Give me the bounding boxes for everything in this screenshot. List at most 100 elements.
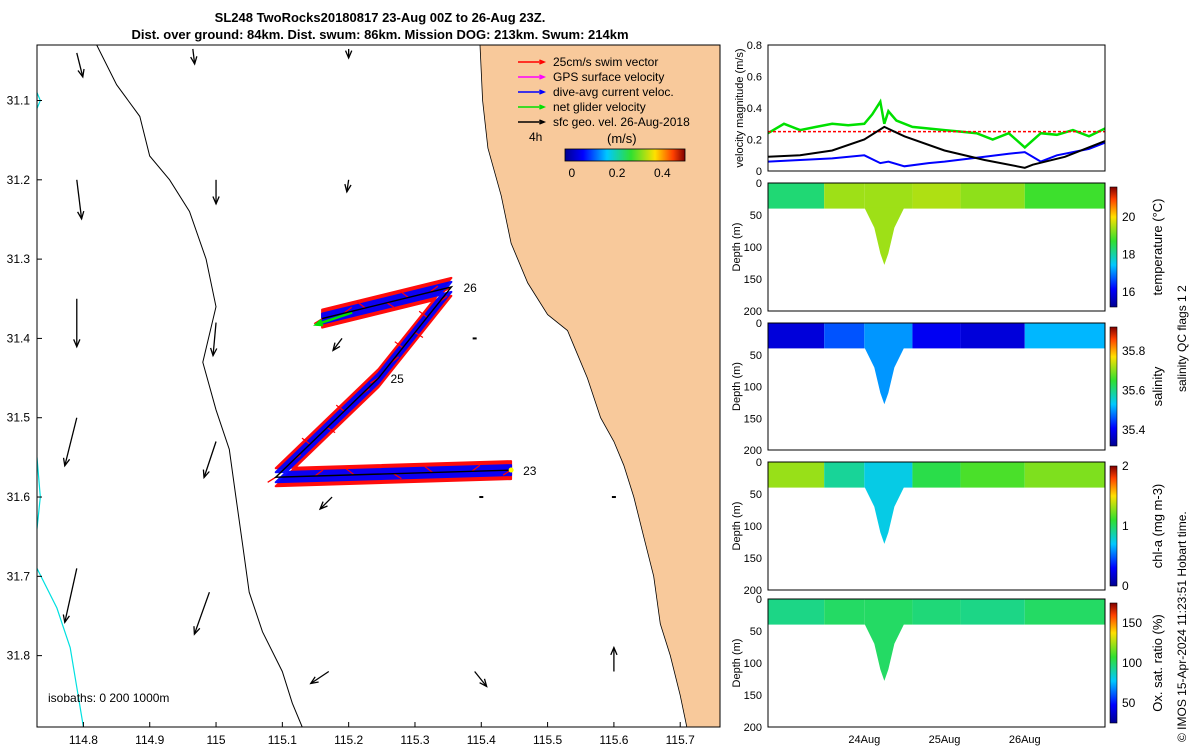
geo-vector	[76, 179, 83, 219]
section-cell	[1024, 323, 1105, 349]
geo-vector	[193, 591, 211, 635]
geo-vector-head	[344, 183, 352, 194]
velocity-ylabel: velocity magnitude (m/s)	[734, 48, 746, 167]
geo-vector-head	[202, 469, 210, 480]
geo-vector	[310, 670, 330, 685]
geo-vector-head	[193, 626, 201, 636]
colorbar-tick-label: 0	[1122, 579, 1129, 593]
geo-vector-head	[212, 196, 220, 206]
section-cell	[824, 183, 865, 209]
velocity-frame	[767, 44, 1106, 172]
y-tick-label: 31.1	[7, 94, 31, 108]
swim-vector	[399, 290, 409, 298]
velocity-series	[768, 141, 1105, 168]
colorbar-tick-label: 0	[568, 166, 575, 180]
legend-label: dive-avg current veloc.	[553, 85, 674, 99]
date-tick-label: 26Aug	[1009, 734, 1041, 746]
section-cell	[768, 462, 825, 488]
depth-tick-label: 0	[756, 318, 762, 330]
swim-vector	[335, 404, 345, 412]
colorbar-tick-label: 35.4	[1122, 423, 1146, 437]
colorbar-tick-label: 20	[1122, 210, 1136, 224]
geo-vector-head	[209, 347, 218, 358]
x-tick-label: 115.2	[334, 733, 363, 747]
colorbar-tick-label: 16	[1122, 285, 1136, 299]
depth-tick-label: 0	[756, 178, 762, 190]
geo-vector	[64, 417, 78, 466]
y-tick-label: 31.3	[7, 252, 31, 266]
arrow-label: 4h	[529, 130, 542, 144]
section-cell	[960, 183, 1025, 209]
section-cell	[824, 599, 865, 625]
x-tick-label: 114.9	[135, 733, 164, 747]
map-panel: 23 25 26 114.8 114.9 115 115.1 115.2 115.3 115.4 1…	[7, 44, 721, 747]
depth-tick-label: 100	[744, 658, 762, 670]
colorbar-label: Ox. sat. ratio (%)	[1150, 614, 1165, 712]
depth-tick-label: 200	[744, 306, 762, 318]
depth-tick-label: 50	[750, 489, 762, 501]
velocity-plot-area	[768, 98, 1105, 169]
swim-vector	[267, 476, 277, 483]
swim-vector	[314, 469, 324, 477]
geo-vector-head	[77, 68, 85, 79]
geo-vector	[474, 671, 488, 687]
section-cell	[912, 462, 961, 488]
swim-vector	[414, 331, 424, 338]
legend-arrow-head	[539, 104, 547, 110]
depth-tick-label: 50	[750, 210, 762, 222]
legend-label: sfc geo. vel. 26-Aug-2018	[553, 115, 690, 129]
isobath-legend: isobaths: 0 200 1000m	[48, 691, 169, 705]
depth-tick-label: 150	[744, 690, 762, 702]
chart-title-line2: Dist. over ground: 84km. Dist. swum: 86k…	[131, 27, 629, 42]
velocity-tick-label: 0.6	[747, 72, 762, 84]
colorbar-label: salinity	[1150, 366, 1165, 406]
section-colorbar	[1109, 465, 1118, 587]
geo-vector	[346, 179, 350, 192]
geo-vector-head	[479, 678, 488, 688]
geo-vector-head	[318, 501, 328, 511]
chart-title-line1: SL248 TwoRocks20180817 23-Aug 00Z to 26-…	[214, 10, 546, 25]
depth-tick-label: 0	[756, 457, 762, 469]
land-area	[479, 45, 720, 727]
y-tick-label: 31.7	[7, 569, 31, 583]
depth-tick-label: 50	[750, 626, 762, 638]
velocity-tick-label: 0	[756, 166, 762, 178]
y-tick-label: 31.6	[7, 490, 31, 504]
section-colorbar	[1109, 602, 1118, 724]
qc-caption: salinity QC flags 1 2	[1175, 285, 1189, 392]
map-colorbar	[564, 148, 686, 162]
geo-vector-head	[332, 342, 341, 352]
section-cell	[1024, 462, 1105, 488]
section-salinity	[768, 323, 1105, 405]
swim-vector	[386, 302, 396, 309]
geo-vector-head	[62, 614, 70, 625]
section-cell	[768, 183, 825, 209]
section-temperature	[768, 183, 1105, 265]
swim-vector	[345, 468, 355, 476]
day-label: 26	[463, 281, 477, 295]
section-chl-a	[768, 462, 1105, 544]
net-velocity-arrow	[315, 311, 353, 326]
glider-track	[273, 285, 512, 478]
section-cell	[824, 462, 865, 488]
section-cell	[912, 323, 961, 349]
depth-ylabel: Depth (m)	[731, 362, 743, 411]
x-tick-label: 115.3	[400, 733, 429, 747]
colorbar-tick-label: 150	[1122, 616, 1142, 630]
day-label: 25	[391, 372, 405, 386]
depth-tick-label: 150	[744, 274, 762, 286]
geo-vector-head	[77, 210, 85, 221]
colorbar-tick-label: 2	[1122, 459, 1129, 473]
section-cell	[912, 183, 961, 209]
legend-arrow-head	[539, 89, 547, 95]
geo-vector	[192, 48, 196, 65]
x-tick-label: 115.6	[599, 733, 628, 747]
geo-vector-head	[190, 56, 198, 66]
colorbar-tick-label: 0.2	[609, 166, 626, 180]
geo-vector-head	[73, 339, 81, 349]
map-plot-area: 23 25 26	[37, 45, 720, 727]
geo-vector	[319, 496, 333, 510]
depth-ylabel: Depth (m)	[731, 639, 743, 688]
colorbar-tick-label: 35.8	[1122, 344, 1146, 358]
x-tick-label: 114.8	[69, 733, 98, 747]
